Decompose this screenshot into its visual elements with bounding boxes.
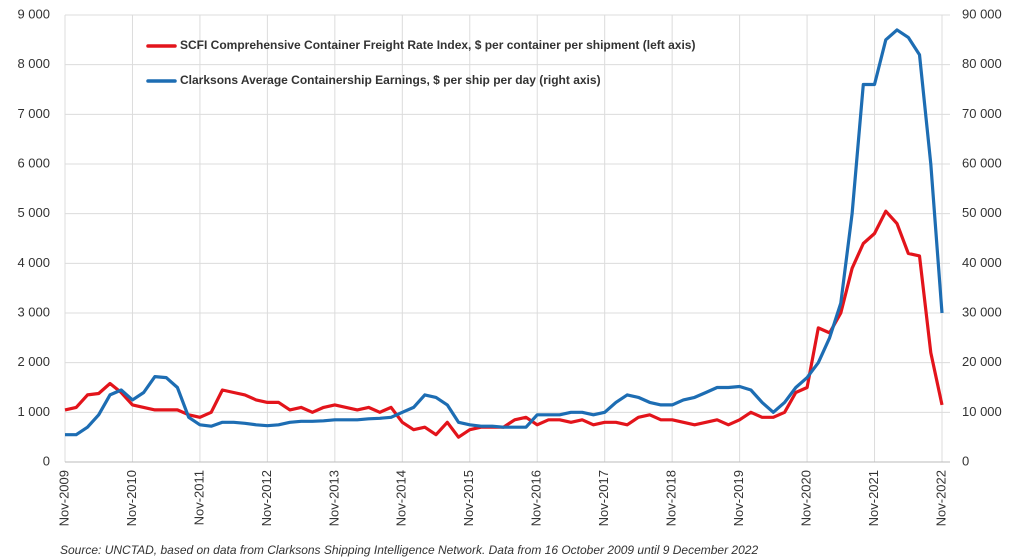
y2-tick-label: 30 000 bbox=[962, 304, 1002, 319]
series-line bbox=[65, 28, 944, 437]
y2-tick-label: 90 000 bbox=[962, 6, 1002, 21]
series-line bbox=[64, 209, 944, 439]
x-tick-label: Nov-2015 bbox=[461, 470, 476, 526]
x-tick-label: Nov-2010 bbox=[124, 470, 139, 526]
y2-tick-label: 0 bbox=[962, 453, 969, 468]
y2-tick-label: 10 000 bbox=[962, 404, 1002, 419]
legend-label: Clarksons Average Containership Earnings… bbox=[180, 73, 601, 87]
y-tick-label: 2 000 bbox=[17, 354, 50, 369]
x-tick-label: Nov-2012 bbox=[259, 470, 274, 526]
y-tick-label: 4 000 bbox=[17, 255, 50, 270]
x-tick-label: Nov-2022 bbox=[933, 470, 948, 526]
x-tick-label: Nov-2021 bbox=[866, 470, 881, 526]
x-tick-label: Nov-2011 bbox=[191, 470, 206, 525]
y-tick-label: 1 000 bbox=[17, 404, 50, 419]
y-tick-label: 0 bbox=[43, 453, 50, 468]
y-tick-label: 8 000 bbox=[17, 56, 50, 71]
y2-tick-label: 80 000 bbox=[962, 56, 1002, 71]
legend-label: SCFI Comprehensive Container Freight Rat… bbox=[180, 38, 695, 52]
x-tick-label: Nov-2009 bbox=[56, 470, 71, 526]
y2-tick-label: 40 000 bbox=[962, 255, 1002, 270]
y-tick-label: 6 000 bbox=[17, 155, 50, 170]
y2-tick-label: 20 000 bbox=[962, 354, 1002, 369]
y2-tick-label: 60 000 bbox=[962, 155, 1002, 170]
source-note: Source: UNCTAD, based on data from Clark… bbox=[60, 543, 758, 557]
y-tick-label: 7 000 bbox=[17, 106, 50, 121]
x-tick-label: Nov-2016 bbox=[529, 470, 544, 526]
y-tick-label: 5 000 bbox=[17, 205, 50, 220]
y2-tick-label: 50 000 bbox=[962, 205, 1002, 220]
x-tick-label: Nov-2013 bbox=[326, 470, 341, 526]
y-tick-label: 3 000 bbox=[17, 304, 50, 319]
x-tick-label: Nov-2020 bbox=[799, 470, 814, 526]
x-tick-label: Nov-2017 bbox=[596, 470, 611, 526]
y-tick-label: 9 000 bbox=[17, 6, 50, 21]
x-tick-label: Nov-2018 bbox=[664, 470, 679, 526]
y2-tick-label: 70 000 bbox=[962, 106, 1002, 121]
x-tick-label: Nov-2014 bbox=[394, 470, 409, 526]
x-tick-label: Nov-2019 bbox=[731, 470, 746, 526]
